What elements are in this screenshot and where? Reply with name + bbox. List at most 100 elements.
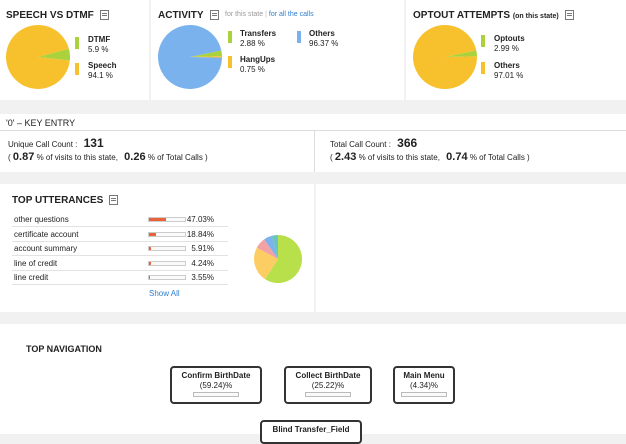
nav-node-label: Blind Transfer_Field	[262, 425, 360, 434]
utterance-label: line of credit	[14, 259, 57, 268]
total-text: % of Total Calls )	[470, 153, 530, 162]
total-pct-total: 0.74	[446, 151, 467, 163]
export-doc-icon[interactable]	[100, 10, 109, 20]
utterance-row: line credit 3.55%	[12, 270, 228, 285]
unique-pct-line: ( 0.87 % of visits to this state, 0.26 %…	[8, 151, 208, 163]
top-navigation-title: TOP NAVIGATION	[26, 344, 102, 354]
total-pct-line: ( 2.43 % of visits to this state, 0.74 %…	[330, 151, 530, 163]
transfers-label: Transfers	[240, 29, 276, 38]
export-doc-icon[interactable]	[565, 10, 574, 20]
optouts-value: 2.99 %	[494, 44, 519, 53]
utterance-bar	[148, 246, 186, 251]
speech-vs-dtmf-title-text: SPEECH VS DTMF	[6, 10, 94, 21]
nav-node-bar	[193, 392, 239, 397]
visits-text: % of visits to this state,	[37, 153, 118, 162]
key-entry-title: '0' – KEY ENTRY	[6, 118, 75, 128]
utterance-pct: 4.24%	[191, 259, 214, 268]
nav-node-label: Collect BirthDate	[286, 371, 370, 380]
key-entry-panel: '0' – KEY ENTRY Unique Call Count : 131 …	[0, 114, 626, 172]
dtmf-swatch	[75, 37, 79, 49]
utterance-bar-fill	[149, 218, 166, 221]
utterance-row: other questions 47.03%	[12, 212, 228, 227]
export-doc-icon[interactable]	[210, 10, 219, 20]
visits-text: % of visits to this state,	[359, 153, 440, 162]
total-call-value: 366	[397, 136, 417, 150]
utterance-pct: 5.91%	[191, 244, 214, 253]
others-label: Others	[309, 29, 335, 38]
utterance-label: certificate account	[14, 230, 78, 239]
hangups-label: HangUps	[240, 55, 275, 64]
export-doc-icon[interactable]	[109, 195, 118, 205]
nav-node-pct: (59.24)%	[172, 381, 260, 390]
top-utterances-title-text: TOP UTTERANCES	[12, 195, 103, 206]
hangups-swatch	[228, 56, 232, 68]
filter-separator: |	[265, 11, 267, 18]
nav-node-bar	[305, 392, 351, 397]
utterance-label: account summary	[14, 244, 77, 253]
show-all-link[interactable]: Show All	[149, 289, 180, 298]
total-pct-visits: 2.43	[335, 151, 356, 163]
optout-others-value: 97.01 %	[494, 71, 523, 80]
total-call-count: Total Call Count : 366	[330, 136, 417, 150]
speech-swatch	[75, 63, 79, 75]
speech-vs-dtmf-title: SPEECH VS DTMF	[6, 10, 109, 21]
nav-node-label: Confirm BirthDate	[172, 371, 260, 380]
utterance-bar	[148, 261, 186, 266]
transfers-value: 2.88 %	[240, 39, 265, 48]
divider	[0, 130, 626, 131]
open-paren: (	[8, 153, 11, 162]
utterance-bar-fill	[149, 233, 156, 236]
nav-node-collect-birthdate[interactable]: Collect BirthDate (25.22)%	[284, 366, 372, 404]
optouts-label: Optouts	[494, 34, 525, 43]
nav-node-pct: (25.22)%	[286, 381, 370, 390]
activity-pie	[158, 25, 222, 89]
speech-value: 94.1 %	[88, 71, 113, 80]
utterance-bar-fill	[149, 262, 151, 265]
top-utterances-panel: TOP UTTERANCES other questions 47.03% cert…	[0, 184, 314, 312]
utterance-row: certificate account 18.84%	[12, 227, 228, 242]
speech-label: Speech	[88, 61, 116, 70]
total-call-label: Total Call Count :	[330, 140, 391, 149]
utterance-pct: 18.84%	[187, 230, 214, 239]
hangups-value: 0.75 %	[240, 65, 265, 74]
activity-filter: for this state | for all the calls	[225, 11, 314, 18]
total-text: % of Total Calls )	[148, 153, 208, 162]
unique-call-count: Unique Call Count : 131	[8, 136, 104, 150]
filter-all-calls[interactable]: for all the calls	[269, 11, 314, 18]
utterance-bar	[148, 275, 186, 280]
unique-pct-visits: 0.87	[13, 151, 34, 163]
nav-node-bar	[401, 392, 447, 397]
top-utterances-title: TOP UTTERANCES	[12, 195, 118, 206]
utterance-bar	[148, 217, 186, 222]
empty-panel	[316, 184, 626, 312]
unique-pct-total: 0.26	[124, 151, 145, 163]
optout-pie	[413, 25, 477, 89]
top-navigation-panel: TOP NAVIGATION Confirm BirthDate (59.24)…	[0, 324, 626, 434]
unique-call-value: 131	[84, 136, 104, 150]
dtmf-value: 5.9 %	[88, 45, 108, 54]
nav-node-pct: (4.34)%	[395, 381, 453, 390]
utterance-bar-fill	[149, 276, 150, 279]
optout-others-label: Others	[494, 61, 520, 70]
activity-panel: ACTIVITY for this state | for all the ca…	[151, 0, 404, 100]
utterance-pct: 47.03%	[187, 215, 214, 224]
optout-subtitle: (on this state)	[513, 13, 559, 20]
nav-node-blind-transfer-field[interactable]: Blind Transfer_Field	[260, 420, 362, 444]
utterance-pct: 3.55%	[191, 273, 214, 282]
open-paren: (	[330, 153, 333, 162]
divider	[314, 131, 315, 172]
speech-vs-dtmf-panel: SPEECH VS DTMF DTMF 5.9 % Speech 94.1 %	[0, 0, 149, 100]
optout-title: OPTOUT ATTEMPTS (on this state)	[413, 10, 574, 21]
utterances-pie	[254, 235, 302, 283]
optout-others-swatch	[481, 62, 485, 74]
utterance-bar	[148, 232, 186, 237]
activity-title: ACTIVITY	[158, 10, 219, 21]
transfers-swatch	[228, 31, 232, 43]
others-value: 96.37 %	[309, 39, 338, 48]
nav-node-label: Main Menu	[395, 371, 453, 380]
nav-node-confirm-birthdate[interactable]: Confirm BirthDate (59.24)%	[170, 366, 262, 404]
utterance-row: line of credit 4.24%	[12, 256, 228, 271]
nav-node-main-menu[interactable]: Main Menu (4.34)%	[393, 366, 455, 404]
filter-this-state[interactable]: for this state	[225, 11, 263, 18]
utterance-row: account summary 5.91%	[12, 241, 228, 256]
